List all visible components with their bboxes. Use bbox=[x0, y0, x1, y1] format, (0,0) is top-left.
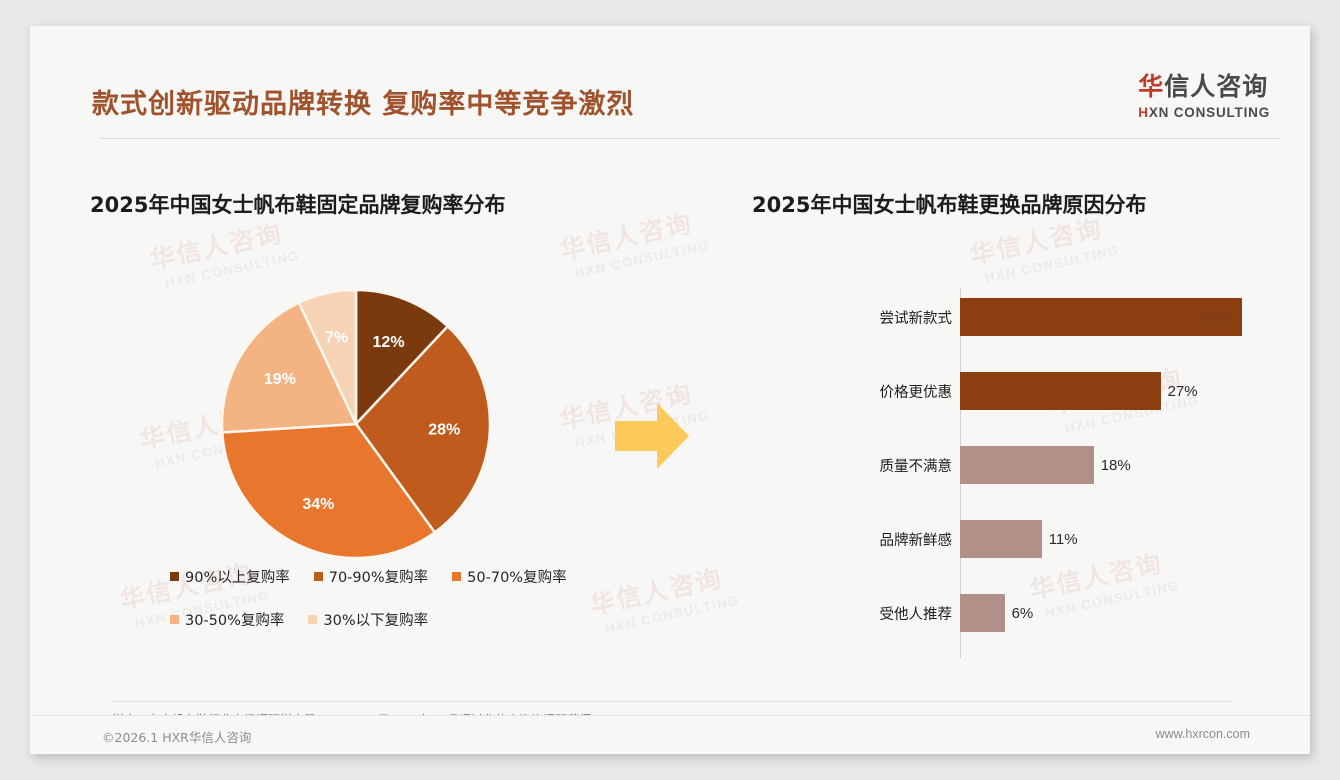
pie-slice-label: 28% bbox=[428, 422, 460, 439]
pie-legend: 90%以上复购率 70-90%复购率 50-70%复购率 30-50%复购率 30%以… bbox=[170, 566, 600, 652]
legend-swatch bbox=[170, 615, 179, 624]
bar-value-label: 38% bbox=[1202, 308, 1233, 326]
legend-item[interactable]: 30-50%复购率 bbox=[170, 609, 284, 630]
bar-fill bbox=[960, 520, 1042, 558]
watermark-en: HXN CONSULTING bbox=[573, 237, 711, 281]
legend-label: 70-90%复购率 bbox=[328, 570, 429, 586]
legend-swatch bbox=[313, 572, 323, 581]
legend-row: 90%以上复购率 70-90%复购率 50-70%复购率 bbox=[170, 566, 600, 587]
bar-value-label: 6% bbox=[1011, 604, 1034, 622]
bar-value-label: 11% bbox=[1048, 530, 1078, 548]
bar-category-label: 质量不满意 bbox=[879, 458, 953, 475]
logo-en-accent: H bbox=[1138, 105, 1149, 120]
bar-track: 11% bbox=[960, 520, 1272, 558]
logo-english-text: HXN CONSULTING bbox=[1138, 105, 1270, 120]
bar-fill bbox=[960, 594, 1005, 632]
legend-label: 30-50%复购率 bbox=[185, 613, 285, 629]
bar-category-label: 价格更优惠 bbox=[879, 384, 953, 401]
pie-slice bbox=[354, 288, 450, 428]
pie-slice bbox=[220, 301, 358, 434]
bar-fill bbox=[960, 446, 1094, 484]
bar-row[interactable]: 品牌新鲜感 11% bbox=[852, 520, 1272, 558]
bar-track: 38% bbox=[960, 298, 1272, 336]
legend-swatch bbox=[170, 572, 179, 581]
legend-swatch bbox=[452, 572, 462, 581]
bar-chart-title: 2025年中国女士帆布鞋更换品牌原因分布 bbox=[752, 193, 1147, 217]
pie-chart: 12% 28% 34% 19% 7% bbox=[220, 288, 492, 560]
page-title: 款式创新驱动品牌转换 复购率中等竞争激烈 bbox=[92, 89, 635, 120]
bar-value-label: 27% bbox=[1167, 382, 1198, 400]
pie-slice bbox=[354, 324, 492, 535]
legend-item[interactable]: 90%以上复购率 bbox=[170, 566, 290, 587]
copyright-text: ©2026.1 HXR华信人咨询 bbox=[102, 730, 252, 745]
bar-row[interactable]: 质量不满意 18% bbox=[852, 446, 1272, 484]
bar-fill bbox=[960, 298, 1243, 336]
legend-item[interactable]: 30%以下复购率 bbox=[308, 609, 428, 630]
pie-chart-svg: 12% 28% 34% 19% 7% bbox=[220, 288, 492, 560]
watermark-en: HXN CONSULTING bbox=[603, 592, 741, 636]
pie-slice-label: 19% bbox=[264, 371, 296, 388]
pie-slice-label: 7% bbox=[325, 330, 348, 347]
bar-track: 18% bbox=[960, 446, 1272, 484]
legend-item[interactable]: 50-70%复购率 bbox=[452, 566, 567, 587]
watermark-cn: 华信人咨询 bbox=[147, 218, 286, 276]
bar-chart: 尝试新款式 38% 价格更优惠 27% 质量不满意 18% 品牌新鲜感 11% 受他人推荐 6% bbox=[852, 288, 1272, 658]
bar-row[interactable]: 价格更优惠 27% bbox=[852, 372, 1272, 410]
bar-value-label: 18% bbox=[1100, 456, 1131, 474]
pie-slice bbox=[220, 422, 437, 560]
company-logo: 华信人咨询 HXN CONSULTING bbox=[1138, 74, 1270, 120]
legend-row: 30-50%复购率 30%以下复购率 bbox=[170, 609, 600, 630]
bar-category-label: 受他人推荐 bbox=[879, 606, 953, 623]
header-divider bbox=[100, 138, 1280, 139]
legend-label: 30%以下复购率 bbox=[323, 613, 429, 629]
logo-rest-chars: 信人咨询 bbox=[1164, 72, 1269, 101]
watermark-en: HXN CONSULTING bbox=[983, 242, 1121, 286]
website-url[interactable]: www.hxrcon.com bbox=[1155, 727, 1250, 741]
right-arrow-icon bbox=[613, 399, 691, 478]
bar-fill bbox=[960, 372, 1161, 410]
watermark-en: HXN CONSULTING bbox=[163, 247, 301, 291]
bar-category-label: 品牌新鲜感 bbox=[879, 532, 953, 549]
pie-slice bbox=[297, 288, 358, 425]
legend-swatch bbox=[308, 615, 318, 624]
bar-row[interactable]: 尝试新款式 38% bbox=[852, 298, 1272, 336]
logo-en-rest: XN CONSULTING bbox=[1148, 105, 1270, 120]
legend-label: 90%以上复购率 bbox=[185, 570, 290, 586]
pie-chart-title: 2025年中国女士帆布鞋固定品牌复购率分布 bbox=[90, 193, 506, 217]
bar-track: 27% bbox=[960, 372, 1272, 410]
pie-slice-label: 34% bbox=[302, 496, 334, 513]
watermark-cn: 华信人咨询 bbox=[557, 208, 696, 266]
bar-track: 6% bbox=[960, 594, 1272, 632]
logo-chinese-text: 华信人咨询 bbox=[1138, 74, 1270, 99]
pie-slice-label: 12% bbox=[373, 334, 405, 351]
bar-category-label: 尝试新款式 bbox=[879, 310, 953, 327]
watermark-cn: 华信人咨询 bbox=[587, 563, 726, 621]
slide-card: 华信人咨询 HXN CONSULTING 华信人咨询 HXN CONSULTIN… bbox=[30, 26, 1310, 754]
legend-label: 50-70%复购率 bbox=[467, 570, 567, 586]
legend-item[interactable]: 70-90%复购率 bbox=[313, 566, 429, 587]
slide-header: 款式创新驱动品牌转换 复购率中等竞争激烈 华信人咨询 HXN CONSULTIN… bbox=[30, 26, 1310, 139]
logo-accent-char: 华 bbox=[1138, 72, 1165, 101]
bar-row[interactable]: 受他人推荐 6% bbox=[852, 594, 1272, 632]
slide-footer: ©2026.1 HXR华信人咨询 www.hxrcon.com bbox=[30, 715, 1310, 754]
